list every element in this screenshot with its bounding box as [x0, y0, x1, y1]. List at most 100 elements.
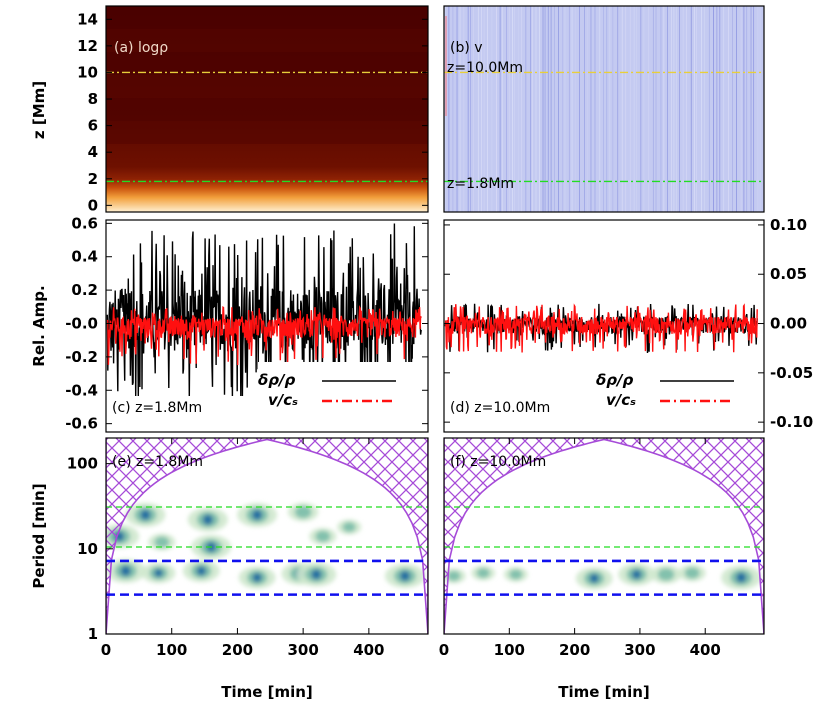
- panel-e-reference-lines: [106, 506, 428, 596]
- y-tick-label: -0.0: [65, 314, 98, 332]
- panel-e-frame: [105, 437, 429, 635]
- x-tick-label: 0: [439, 641, 449, 659]
- panel-a-frame: [105, 5, 429, 213]
- y-tick-label: -0.2: [65, 348, 98, 366]
- panel-c-frame: [105, 219, 429, 433]
- panel-a: (a) logρ 0 2 4 6 8 10 12 14 z [Mm]: [30, 5, 429, 214]
- panel-c-label: (c) z=1.8Mm: [112, 400, 202, 416]
- power-peak: [589, 573, 599, 583]
- panel-c-legend-velocity-label: v/cₛ: [268, 391, 298, 409]
- density-band: [106, 6, 428, 29]
- x-tick-label: 100: [494, 641, 525, 659]
- panel-d-legend-density-label: δρ/ρ: [596, 371, 634, 389]
- panel-b-label: (b) v: [450, 40, 483, 56]
- y-tick-label: 0.10: [770, 216, 807, 234]
- power-mid: [447, 570, 461, 581]
- panel-c-label-bg: [108, 396, 258, 418]
- panel-c: δρ/ρ v/cₛ (c) z=1.8Mm 0.6 0.4 0.2 -0.0 -0.2 -…: [30, 214, 429, 433]
- power-peak: [154, 569, 163, 578]
- x-tick-label: 300: [624, 641, 655, 659]
- panel-a-ylabel: z [Mm]: [30, 81, 48, 139]
- y-tick-label: 0: [88, 196, 98, 214]
- panel-b-reference-lines: [444, 71, 764, 183]
- y-tick-label: 0.6: [71, 214, 98, 232]
- panel-b-annotation-top: z=10.0Mm: [447, 60, 523, 76]
- y-tick-label: 100: [67, 455, 98, 473]
- power-peak: [202, 514, 213, 525]
- y-tick-label: 8: [88, 90, 98, 108]
- x-tick-label: 200: [559, 641, 590, 659]
- power-peak: [400, 570, 410, 581]
- panel-e-x-ticks: 0 100 200 300 400: [101, 438, 385, 659]
- y-tick-label: -0.05: [770, 364, 813, 382]
- panel-a-label: (a) logρ: [114, 40, 168, 56]
- panel-e-ylabel: Period [min]: [30, 483, 48, 588]
- panel-c-legend-bg: [258, 362, 428, 432]
- power-mid: [684, 567, 700, 579]
- power-mid: [342, 522, 356, 533]
- power-peak: [632, 569, 642, 579]
- y-tick-label: -0.4: [65, 381, 98, 399]
- y-tick-label: 2: [88, 170, 98, 188]
- power-peak: [196, 566, 206, 576]
- panel-d-label: (d) z=10.0Mm: [450, 400, 550, 416]
- power-peak: [311, 569, 322, 580]
- power-mid: [294, 505, 312, 519]
- panel-d-series-velocity: [444, 303, 758, 353]
- density-band: [106, 52, 428, 75]
- x-tick-label: 100: [156, 641, 187, 659]
- power-mid: [315, 530, 331, 542]
- panel-c-legend-density-label: δρ/ρ: [258, 371, 296, 389]
- panel-f-reference-lines: [444, 506, 764, 596]
- panel-f-cone-of-influence: [444, 438, 764, 634]
- power-peak: [140, 509, 151, 520]
- power-peak: [252, 509, 263, 520]
- x-tick-label: 300: [287, 641, 318, 659]
- panel-a-y-ticks: 0 2 4 6 8 10 12 14: [77, 10, 428, 214]
- panel-e-xlabel: Time [min]: [221, 683, 313, 701]
- panel-d-y-ticks: 0.10 0.05 0.00 -0.05 -0.10: [444, 216, 813, 431]
- y-tick-label: 1: [88, 625, 98, 643]
- power-mid: [509, 569, 523, 580]
- panel-b-frame: [443, 5, 765, 213]
- panel-b-stripes: [444, 6, 764, 212]
- y-tick-label: -0.10: [770, 413, 813, 431]
- panel-d-legend-velocity-label: v/cₛ: [606, 391, 636, 409]
- panel-f-x-ticks: 0 100 200 300 400: [439, 438, 721, 659]
- panel-e: (e) z=1.8Mm 1 10 100 Period [min] 0 100 200 3…: [30, 437, 429, 701]
- power-peak: [120, 565, 131, 576]
- density-band: [106, 121, 428, 144]
- panel-b-annotation-bottom: z=1.8Mm: [447, 176, 514, 192]
- x-tick-label: 400: [353, 641, 384, 659]
- x-tick-label: 400: [690, 641, 721, 659]
- panel-c-series-velocity: [106, 304, 422, 366]
- panel-d-frame: [443, 219, 765, 433]
- panel-b: (b) v z=10.0Mm z=1.8Mm: [443, 5, 765, 213]
- y-tick-label: 0.2: [71, 281, 98, 299]
- panel-f-label: (f) z=10.0Mm: [450, 454, 546, 470]
- panel-b-heatmap: [444, 6, 764, 212]
- y-tick-label: -0.6: [65, 415, 98, 433]
- y-tick-label: 6: [88, 117, 98, 135]
- x-tick-label: 200: [222, 641, 253, 659]
- panel-f-xlabel: Time [min]: [558, 683, 650, 701]
- panel-e-label: (e) z=1.8Mm: [112, 454, 203, 470]
- y-tick-label: 0.05: [770, 265, 807, 283]
- panel-d-legend-bg: [596, 362, 764, 432]
- panel-f: (f) z=10.0Mm 0 100 200 300 400 Time [min]: [439, 437, 765, 701]
- panel-c-ylabel: Rel. Amp.: [30, 285, 48, 366]
- panel-c-y-ticks: 0.6 0.4 0.2 -0.0 -0.2 -0.4 -0.6: [65, 214, 428, 433]
- power-peak: [252, 573, 262, 583]
- y-tick-label: 0.00: [770, 315, 807, 333]
- y-tick-label: 14: [77, 10, 98, 28]
- density-band: [106, 29, 428, 52]
- x-tick-label: 0: [101, 641, 111, 659]
- panel-e-y-ticks: 1 10 100: [67, 455, 113, 643]
- power-mid: [476, 568, 490, 579]
- panel-a-reference-lines: [106, 71, 428, 183]
- panel-a-bands: [106, 6, 428, 144]
- panel-f-power-blobs: [444, 563, 762, 590]
- density-band: [106, 75, 428, 98]
- panel-d-label-bg: [446, 396, 596, 418]
